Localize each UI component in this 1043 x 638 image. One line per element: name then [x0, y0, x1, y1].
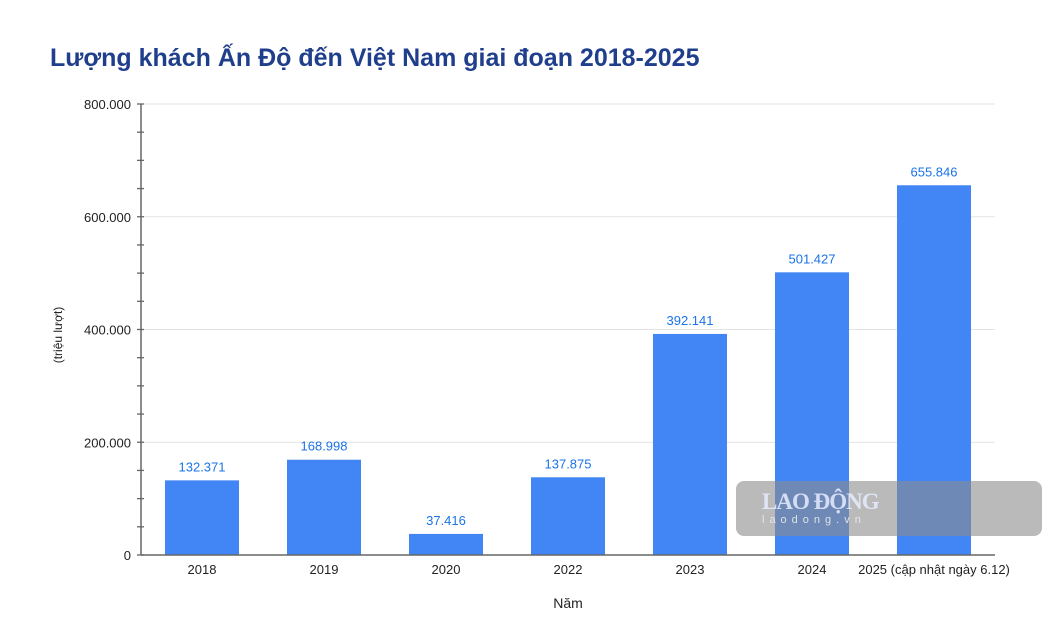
chart-title: Lượng khách Ấn Độ đến Việt Nam giai đoạn…	[50, 44, 700, 72]
x-axis-label: Năm	[553, 595, 583, 611]
bar-2018	[165, 480, 239, 555]
x-tick-label: 2025 (cập nhật ngày 6.12)	[858, 562, 1010, 577]
x-tick-label: 2019	[310, 562, 339, 577]
x-tick-label: 2018	[188, 562, 217, 577]
y-tick-label: 0	[124, 548, 131, 563]
data-label: 168.998	[301, 439, 348, 454]
watermark-logo: LAO ĐỘNG	[762, 489, 880, 514]
y-tick-label: 800.000	[84, 97, 131, 112]
data-label: 37.416	[426, 513, 466, 528]
data-label: 137.875	[545, 456, 592, 471]
y-axis-label: (triệu lượt)	[51, 307, 65, 364]
y-tick-label: 600.000	[84, 210, 131, 225]
data-label: 501.427	[789, 251, 836, 266]
bar-2019	[287, 459, 361, 555]
y-tick-label: 200.000	[84, 435, 131, 450]
watermark: LAO ĐỘNG laodong.vn	[736, 481, 1042, 536]
x-tick-label: 2020	[432, 562, 461, 577]
x-tick-label: 2023	[676, 562, 705, 577]
bar-2022	[531, 477, 605, 555]
bar-2020	[409, 533, 483, 555]
bar-2023	[653, 333, 727, 555]
data-label: 655.846	[911, 164, 958, 179]
x-tick-label: 2022	[554, 562, 583, 577]
y-tick-label: 400.000	[84, 323, 131, 338]
watermark-site: laodong.vn	[762, 514, 866, 526]
x-tick-label: 2024	[798, 562, 827, 577]
data-label: 392.141	[667, 313, 714, 328]
data-label: 132.371	[179, 459, 226, 474]
